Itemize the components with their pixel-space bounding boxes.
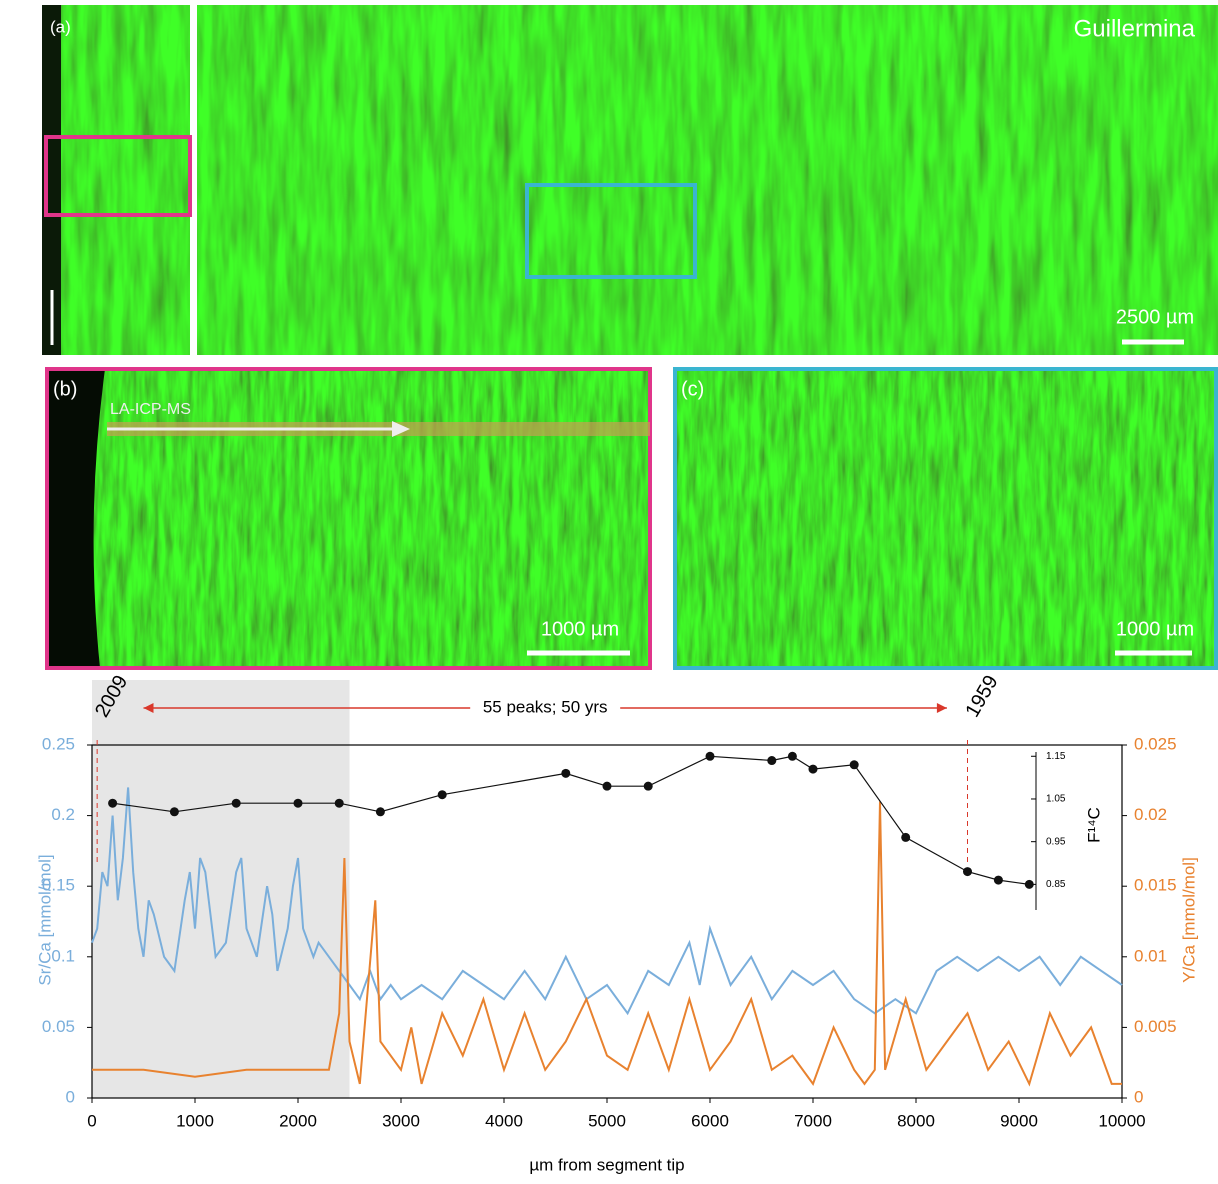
x-tick-label: 0 — [87, 1111, 96, 1130]
data-point — [994, 876, 1003, 885]
y2-tick-label: 0 — [1134, 1087, 1143, 1106]
x-tick-label: 2000 — [279, 1111, 317, 1130]
y3-tick-label: 1.15 — [1046, 751, 1066, 762]
y2-tick-label: 0.015 — [1134, 876, 1177, 895]
y-tick-label: 0.1 — [51, 946, 75, 965]
page: (a) Guillermina 2500 µm (b) LA-ICP-MS 10… — [0, 0, 1218, 1184]
y2-tick-label: 0.02 — [1134, 805, 1167, 824]
x-axis-title: µm from segment tip — [529, 1155, 684, 1174]
x-tick-label: 4000 — [485, 1111, 523, 1130]
data-point — [850, 760, 859, 769]
range-label: 55 peaks; 50 yrs — [483, 697, 608, 716]
panel-label: (c) — [681, 378, 704, 400]
y-tick-label: 0.25 — [42, 734, 75, 753]
data-point — [232, 799, 241, 808]
data-point — [335, 799, 344, 808]
x-tick-label: 10000 — [1098, 1111, 1145, 1130]
y3-tick-label: 0.85 — [1046, 879, 1066, 890]
y-tick-label: 0.05 — [42, 1017, 75, 1036]
panel-label: (a) — [50, 17, 71, 36]
scale-label: 1000 µm — [1116, 618, 1194, 640]
track-label: LA-ICP-MS — [110, 401, 191, 418]
sample-name: Guillermina — [1074, 15, 1196, 42]
x-tick-label: 7000 — [794, 1111, 832, 1130]
x-tick-label: 9000 — [1000, 1111, 1038, 1130]
data-point — [438, 790, 447, 799]
y2-axis-title: Y/Ca [mmol/mol] — [1179, 857, 1198, 983]
data-point — [788, 752, 797, 761]
y2-tick-label: 0.01 — [1134, 946, 1167, 965]
y-tick-label: 0.2 — [51, 805, 75, 824]
y3-tick-label: 1.05 — [1046, 794, 1066, 805]
data-point — [963, 867, 972, 876]
y3-tick-label: 0.95 — [1046, 836, 1066, 847]
data-point — [108, 799, 117, 808]
data-point — [901, 833, 910, 842]
data-point — [170, 807, 179, 816]
y2-tick-label: 0.005 — [1134, 1017, 1177, 1036]
chart: 0 1000 2000 3000 4000 5000 6000 7000 8000 9000 100… — [35, 672, 1198, 1175]
x-tick-label: 5000 — [588, 1111, 626, 1130]
data-point — [294, 799, 303, 808]
y-tick-label: 0 — [66, 1087, 75, 1106]
highlight-region — [92, 680, 350, 1098]
x-tick-label: 3000 — [382, 1111, 420, 1130]
x-tick-label: 1000 — [176, 1111, 214, 1130]
y2-tick-label: 0.025 — [1134, 734, 1177, 753]
year-label: 1959 — [961, 672, 1002, 722]
tissue-a — [197, 5, 1218, 355]
scale-label: 1000 µm — [541, 618, 619, 640]
data-point — [603, 782, 612, 791]
y-axis-title: Sr/Ca [mmol/mol] — [35, 854, 54, 985]
x-tick-label: 6000 — [691, 1111, 729, 1130]
x-tick-label: 8000 — [897, 1111, 935, 1130]
data-point — [561, 769, 570, 778]
scale-label: 2500 µm — [1116, 306, 1194, 328]
data-point — [809, 765, 818, 774]
y3-label: F¹⁴C — [1084, 807, 1103, 843]
figure: (a) Guillermina 2500 µm (b) LA-ICP-MS 10… — [0, 0, 1218, 1179]
data-point — [1025, 880, 1034, 889]
data-point — [767, 756, 776, 765]
data-point — [376, 807, 385, 816]
data-point — [644, 782, 653, 791]
data-point — [706, 752, 715, 761]
panel-label: (b) — [53, 378, 77, 400]
